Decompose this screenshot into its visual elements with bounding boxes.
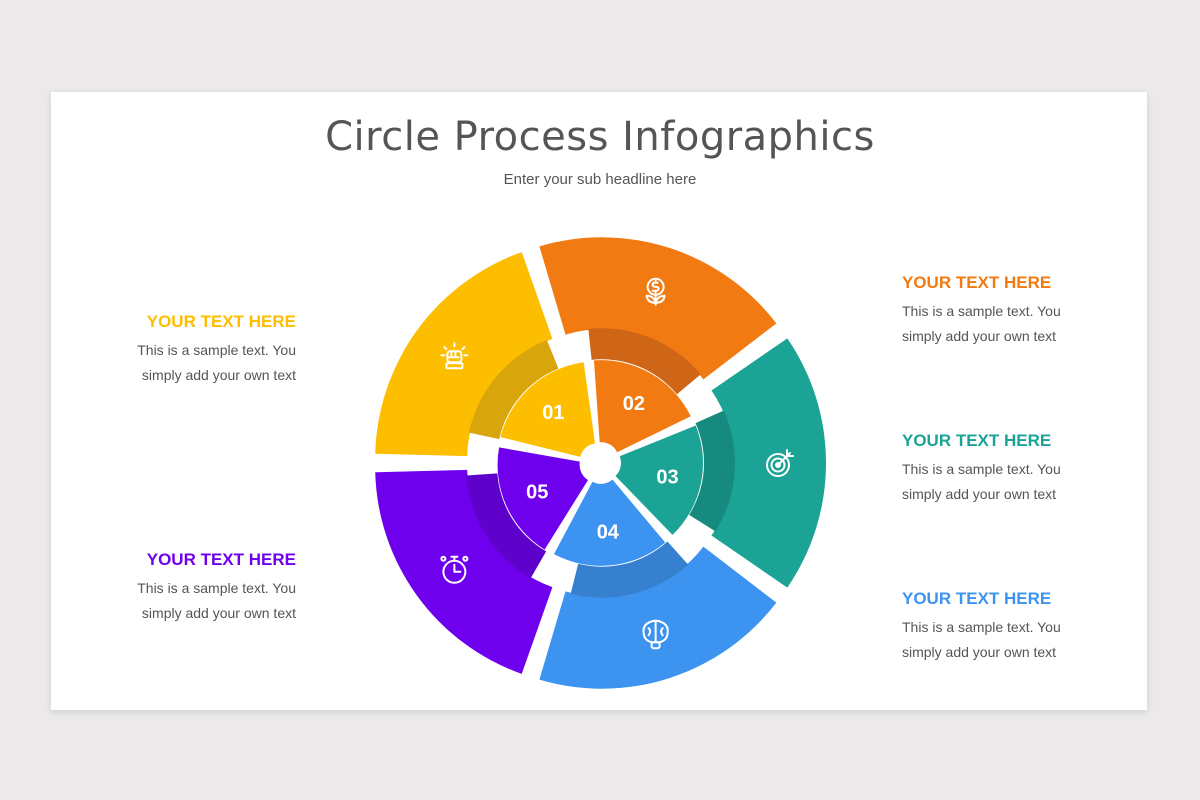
- brain-bulb-icon: [642, 619, 669, 650]
- step-number: 05: [526, 482, 548, 504]
- outer-ring-segment: [375, 469, 553, 674]
- step-05-body-line2: simply add your own text: [141, 605, 296, 621]
- step-05-text: YOUR TEXT HERE This is a sample text. Yo…: [36, 550, 296, 626]
- step-05-body-line1: This is a sample text. You: [137, 580, 296, 596]
- step-02-segment: 02: [539, 237, 777, 453]
- step-02-heading: YOUR TEXT HERE: [902, 273, 1052, 292]
- step-04-body-line2: simply add your own text: [902, 644, 1057, 660]
- fold-shadow: [466, 473, 547, 579]
- outer-ring-segment: [539, 237, 777, 380]
- slide-title: Circle Process Infographics: [325, 114, 875, 160]
- step-04-text: YOUR TEXT HERE This is a sample text. Yo…: [902, 589, 1162, 665]
- step-04-segment: 04: [539, 479, 777, 689]
- step-01-segment: 01: [375, 252, 596, 457]
- fold-shadow: [689, 410, 735, 532]
- step-02-body-line2: simply add your own text: [902, 328, 1057, 344]
- step-number: 01: [542, 402, 564, 424]
- step-01-text: YOUR TEXT HERE This is a sample text. Yo…: [36, 312, 296, 388]
- slide-subtitle: Enter your sub headline here: [503, 171, 697, 188]
- step-number: 02: [623, 393, 645, 415]
- outer-ring-segment: [375, 252, 553, 457]
- inner-wedge: [500, 362, 596, 457]
- fist-icon: [440, 342, 469, 370]
- step-02-text: YOUR TEXT HERE This is a sample text. Yo…: [902, 273, 1162, 349]
- fold-shadow: [570, 541, 689, 598]
- step-03-body-line1: This is a sample text. You: [902, 461, 1061, 477]
- inner-wedge: [615, 425, 703, 535]
- step-03-body-line2: simply add your own text: [902, 486, 1057, 502]
- step-04-body-line1: This is a sample text. You: [902, 619, 1061, 635]
- outer-ring-segment: [539, 546, 777, 689]
- step-03-segment: 03: [615, 338, 826, 588]
- step-04-heading: YOUR TEXT HERE: [902, 589, 1052, 608]
- outer-ring-segment: [711, 338, 826, 588]
- inner-wedge: [553, 479, 666, 566]
- inner-wedge: [593, 360, 691, 453]
- target-icon: [766, 449, 794, 477]
- fold-shadow: [588, 328, 701, 395]
- step-number: 04: [597, 521, 620, 543]
- fold-shadow: [468, 339, 559, 440]
- step-number: 03: [656, 467, 678, 489]
- step-05-heading: YOUR TEXT HERE: [146, 550, 296, 569]
- inner-wedge: [497, 447, 589, 550]
- step-01-body-line2: simply add your own text: [141, 367, 296, 383]
- step-01-body-line1: This is a sample text. You: [137, 342, 296, 358]
- money-plant-icon: [645, 277, 666, 306]
- step-02-body-line1: This is a sample text. You: [902, 303, 1061, 319]
- step-05-segment: 05: [375, 447, 589, 674]
- step-03-text: YOUR TEXT HERE This is a sample text. Yo…: [902, 431, 1162, 507]
- step-01-heading: YOUR TEXT HERE: [146, 312, 296, 331]
- stopwatch-icon: [440, 555, 469, 584]
- step-03-heading: YOUR TEXT HERE: [902, 431, 1052, 450]
